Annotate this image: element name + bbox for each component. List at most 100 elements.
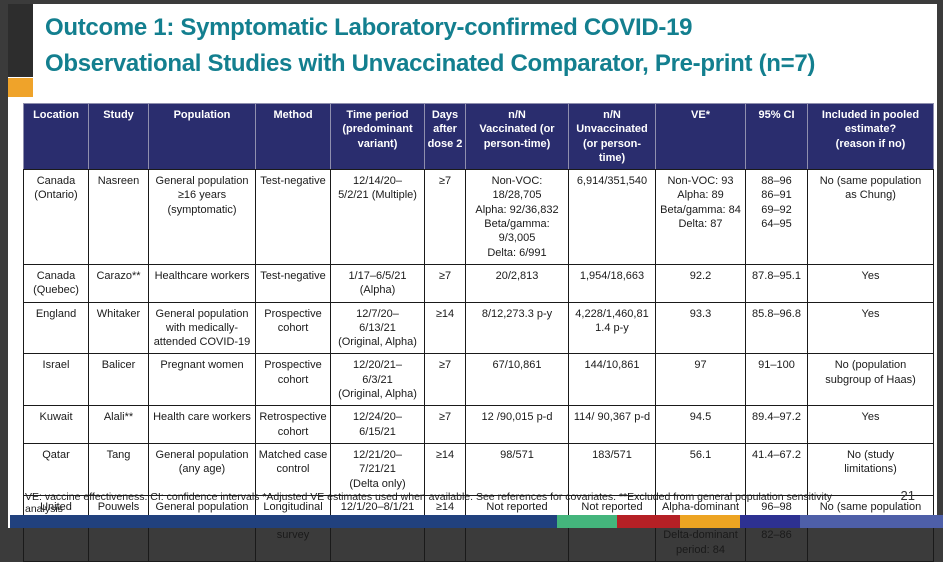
table-cell: Non-VOC: 93 Alpha: 89 Beta/gamma: 84 Del… xyxy=(655,169,746,265)
table-row: Israel Balicer Pregnant women Prospective c… xyxy=(23,353,934,407)
table-cell: Tang xyxy=(88,442,149,496)
table-cell: Non-VOC: 18/28,705 Alpha: 92/36,832 Beta… xyxy=(465,169,569,265)
slide: Outcome 1: Symptomatic Laboratory-confir… xyxy=(8,4,937,562)
table-cell: Alali** xyxy=(88,405,149,444)
slide-title: Outcome 1: Symptomatic Laboratory-confir… xyxy=(45,10,905,82)
table-cell: Carazo** xyxy=(88,263,149,303)
table-cell: 4,228/1,460,81 1.4 p-y xyxy=(568,301,656,355)
table-cell: Canada (Quebec) xyxy=(23,263,89,303)
table-cell: 85.8–96.8 xyxy=(745,301,808,355)
table-cell: Qatar xyxy=(23,442,89,496)
table-cell: 8/12,273.3 p-y xyxy=(465,301,569,355)
table-cell: Test-negative xyxy=(255,263,331,303)
table-cell: 97 xyxy=(655,353,746,407)
table-row: Qatar Tang General population (any age) Mat… xyxy=(23,442,934,496)
column-header: n/N Vaccinated (or person-time) xyxy=(465,102,569,171)
table-cell: 94.5 xyxy=(655,405,746,444)
table-cell: 89.4–97.2 xyxy=(745,405,808,444)
bottom-accent-bar xyxy=(10,515,943,528)
table-cell: Whitaker xyxy=(88,301,149,355)
table-cell: 93.3 xyxy=(655,301,746,355)
table-cell: 41.4–67.2 xyxy=(745,442,808,496)
table-cell: 87.8–95.1 xyxy=(745,263,808,303)
table-cell: 92.2 xyxy=(655,263,746,303)
table-cell: Nasreen xyxy=(88,169,149,265)
charcoal-accent-block xyxy=(8,4,33,77)
table-cell: 1,954/18,663 xyxy=(568,263,656,303)
column-header: Study xyxy=(88,102,149,171)
column-header: VE* xyxy=(655,102,746,171)
table-cell: Yes xyxy=(807,301,934,355)
table-cell: Healthcare workers xyxy=(148,263,256,303)
table-row: Canada (Ontario) Nasreen General populatio… xyxy=(23,169,934,265)
table-cell: 12/24/20– 6/15/21 xyxy=(330,405,425,444)
table-cell: ≥14 xyxy=(424,301,466,355)
orange-accent-block xyxy=(8,78,33,97)
bar-dark-blue xyxy=(10,515,557,528)
table-cell: ≥14 xyxy=(424,442,466,496)
column-header: 95% CI xyxy=(745,102,808,171)
table-cell: ≥7 xyxy=(424,353,466,407)
table-row: Canada (Quebec) Carazo** Healthcare worker… xyxy=(23,263,934,303)
column-header: Population xyxy=(148,102,256,171)
table-cell: Health care workers xyxy=(148,405,256,444)
bar-navy xyxy=(740,515,800,528)
table-cell: No (population subgroup of Haas) xyxy=(807,353,934,407)
bar-blue-grey xyxy=(800,515,943,528)
table-row: England Whitaker General population with m… xyxy=(23,301,934,355)
table-cell: 91–100 xyxy=(745,353,808,407)
column-header: Included in pooled estimate? (reason if … xyxy=(807,102,934,171)
table-row: Kuwait Alali** Health care workers Retrospe… xyxy=(23,405,934,444)
table-cell: Matched case control xyxy=(255,442,331,496)
table-body: Canada (Ontario) Nasreen General populatio… xyxy=(23,169,934,562)
column-header: Time period (predominant variant) xyxy=(330,102,425,171)
table-cell: Canada (Ontario) xyxy=(23,169,89,265)
table-cell: Pregnant women xyxy=(148,353,256,407)
table-cell: 12/21/20– 7/21/21 (Delta only) xyxy=(330,442,425,496)
table-cell: 88–96 86–91 69–92 64–95 xyxy=(745,169,808,265)
table-cell: 12 /90,015 p-d xyxy=(465,405,569,444)
table-cell: General population with medically- atten… xyxy=(148,301,256,355)
table-cell: Prospective cohort xyxy=(255,353,331,407)
bar-green xyxy=(557,515,617,528)
table-cell: 67/10,861 xyxy=(465,353,569,407)
table-cell: ≥7 xyxy=(424,405,466,444)
table-cell: 1/17–6/5/21 (Alpha) xyxy=(330,263,425,303)
slide-title-line2: Observational Studies with Unvaccinated … xyxy=(45,50,816,77)
table-cell: No (same population as Chung) xyxy=(807,169,934,265)
table-cell: Test-negative xyxy=(255,169,331,265)
table-cell: ≥7 xyxy=(424,263,466,303)
table-cell: 6,914/351,540 xyxy=(568,169,656,265)
slide-title-line1: Outcome 1: Symptomatic Laboratory-confir… xyxy=(45,14,693,41)
table-cell: General population (any age) xyxy=(148,442,256,496)
bar-red xyxy=(617,515,680,528)
table-cell: 114/ 90,367 p-d xyxy=(568,405,656,444)
table-cell: England xyxy=(23,301,89,355)
table-cell: General population ≥16 years (symptomati… xyxy=(148,169,256,265)
table-cell: Yes xyxy=(807,263,934,303)
viewer-background: { "slide": { "title_line1": "Outcome 1: … xyxy=(8,4,943,562)
table-cell: 20/2,813 xyxy=(465,263,569,303)
bar-orange xyxy=(680,515,740,528)
footnote: VE: vaccine effectiveness. CI: confidenc… xyxy=(25,491,832,515)
column-header: Days after dose 2 xyxy=(424,102,466,171)
table-cell: Prospective cohort xyxy=(255,301,331,355)
studies-table: Location Study Population Method Time period… xyxy=(23,102,934,562)
table-cell: 56.1 xyxy=(655,442,746,496)
table-cell: 12/20/21– 6/3/21 (Original, Alpha) xyxy=(330,353,425,407)
table-cell: ≥7 xyxy=(424,169,466,265)
page-number: 21 xyxy=(900,488,915,503)
table-header-row: Location Study Population Method Time period… xyxy=(23,102,934,171)
column-header: Method xyxy=(255,102,331,171)
table-cell: Yes xyxy=(807,405,934,444)
table-cell: Kuwait xyxy=(23,405,89,444)
table-cell: 12/14/20– 5/2/21 (Multiple) xyxy=(330,169,425,265)
table-cell: Israel xyxy=(23,353,89,407)
column-header: Location xyxy=(23,102,89,171)
table-cell: Retrospective cohort xyxy=(255,405,331,444)
table-cell: 12/7/20– 6/13/21 (Original, Alpha) xyxy=(330,301,425,355)
table-cell: 98/571 xyxy=(465,442,569,496)
table-cell: Balicer xyxy=(88,353,149,407)
table-cell: 183/571 xyxy=(568,442,656,496)
table-cell: 144/10,861 xyxy=(568,353,656,407)
